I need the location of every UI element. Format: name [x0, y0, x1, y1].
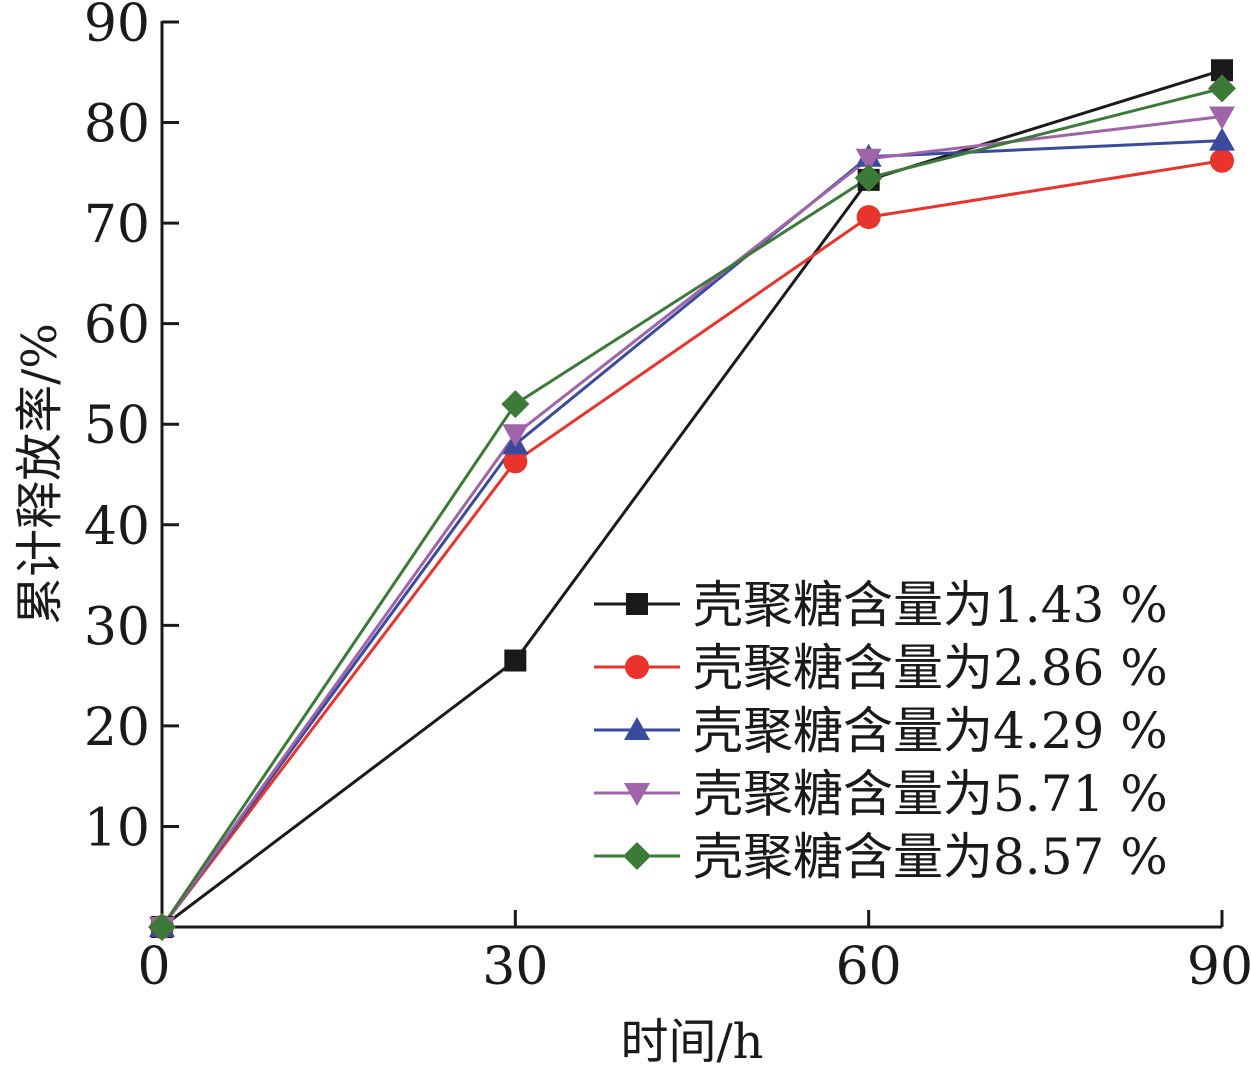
- legend-marker: [625, 655, 649, 679]
- legend-item: 壳聚糖含量为2.86 %: [594, 639, 1168, 697]
- legend: 壳聚糖含量为1.43 %壳聚糖含量为2.86 %壳聚糖含量为4.29 %壳聚糖含…: [594, 576, 1168, 886]
- y-tick-label: 10: [84, 798, 150, 858]
- legend-item: 壳聚糖含量为4.29 %: [594, 702, 1168, 760]
- data-point-s3: [1209, 127, 1235, 151]
- legend-item: 壳聚糖含量为1.43 %: [594, 576, 1168, 634]
- y-tick-label: 50: [84, 396, 150, 456]
- x-tick-label: 0: [137, 937, 170, 997]
- y-tick-label: 60: [84, 296, 150, 356]
- legend-label: 壳聚糖含量为8.57 %: [693, 828, 1168, 886]
- y-tick-label: 80: [84, 95, 150, 155]
- legend-label: 壳聚糖含量为5.71 %: [693, 765, 1168, 823]
- series-line-4: [160, 115, 1223, 928]
- legend-marker: [624, 783, 650, 806]
- data-point-s5: [854, 163, 883, 192]
- series-line-1: [161, 68, 1223, 929]
- legend-label: 壳聚糖含量为4.29 %: [693, 702, 1168, 760]
- data-point-s2: [856, 205, 881, 230]
- y-axis-title: 累计释放率/%: [12, 323, 68, 625]
- data-point-s4: [855, 148, 882, 172]
- legend-item: 壳聚糖含量为5.71 %: [594, 765, 1168, 823]
- data-point-s1: [1211, 59, 1233, 82]
- data-point-s5: [501, 390, 530, 419]
- legend-marker: [623, 842, 651, 870]
- x-axis-title: 时间/h: [620, 1014, 763, 1069]
- series-line-5: [160, 86, 1223, 928]
- data-point-s5: [148, 913, 176, 941]
- data-point-s5: [1208, 74, 1236, 103]
- x-tick-label: 60: [836, 937, 902, 997]
- plot-area: [148, 59, 1236, 941]
- legend-label: 壳聚糖含量为2.86 %: [693, 639, 1168, 697]
- legend-marker: [624, 717, 650, 740]
- series-line-3: [160, 139, 1223, 928]
- y-tick-label: 20: [84, 698, 150, 758]
- data-point-s2: [503, 449, 528, 474]
- legend-item: 壳聚糖含量为8.57 %: [594, 828, 1168, 886]
- data-point-s4: [1209, 106, 1235, 130]
- legend-marker: [626, 593, 648, 615]
- axes: 10 20 30 40 50 60 70 80 90 0 30 60 90 时间/h 累计释放率/%: [12, 0, 1251, 1070]
- y-tick-label: 30: [84, 597, 150, 657]
- y-tick-label: 70: [84, 195, 150, 255]
- legend-label: 壳聚糖含量为1.43 %: [693, 576, 1168, 634]
- series-line-2: [160, 159, 1223, 928]
- x-tick-label: 90: [1187, 937, 1251, 997]
- data-point-s1: [504, 649, 527, 672]
- y-tick-label: 90: [84, 0, 150, 54]
- data-point-s2: [1210, 148, 1234, 173]
- data-point-s4: [502, 424, 529, 448]
- x-tick-label: 30: [482, 937, 548, 997]
- y-tick-label: 40: [84, 497, 150, 557]
